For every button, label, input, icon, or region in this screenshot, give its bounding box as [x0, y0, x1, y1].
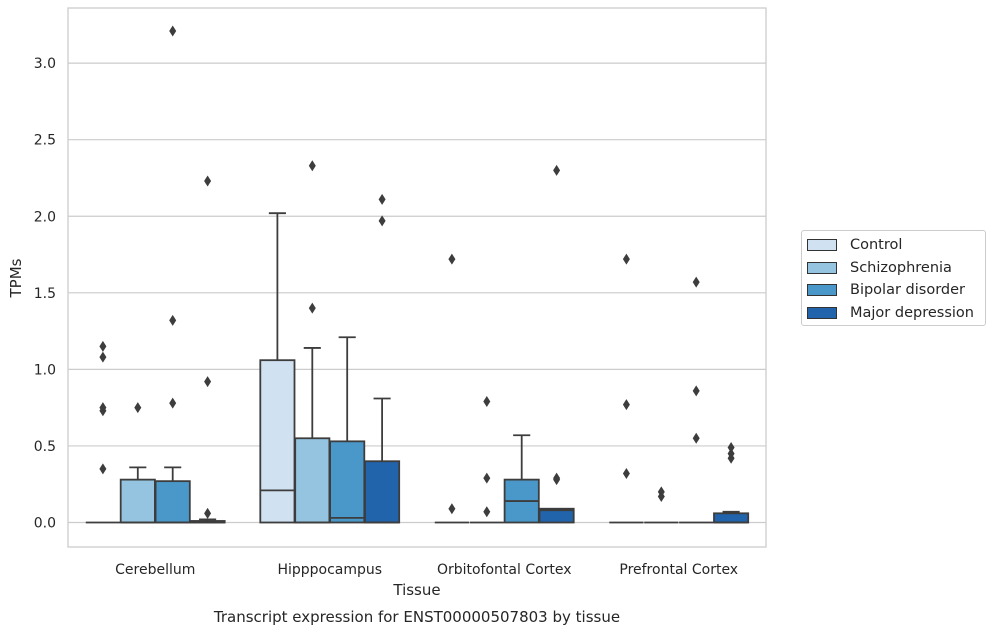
chart-title: Transcript expression for ENST0000050780… [213, 608, 620, 626]
x-tick-label-hipppocampus: Hipppocampus [277, 562, 382, 578]
iqr-box [364, 460, 401, 524]
outlier-point [657, 486, 665, 498]
outlier-point [204, 175, 212, 187]
outlier-point [553, 164, 561, 176]
box-control-prefrontal-cortex [609, 253, 644, 524]
x-tick-label-cerebellum: Cerebellum [115, 562, 195, 578]
outlier-point [692, 276, 700, 288]
y-tick-label-2-0: 2.0 [34, 209, 56, 225]
box-bipolar-disorder-cerebellum [154, 25, 191, 524]
outlier-point [134, 402, 142, 414]
outlier-point [378, 215, 386, 227]
plot-area [67, 7, 767, 548]
iqr-box [294, 437, 331, 524]
box-control-orbitofontal-cortex [434, 253, 470, 524]
box-major-depression-prefrontal-cortex [713, 441, 750, 524]
iqr-box [154, 480, 191, 524]
x-axis-label: Tissue [392, 581, 440, 599]
legend-item-schizophrenia: Schizophrenia [807, 257, 985, 280]
iqr-box [713, 512, 750, 524]
outlier-point [204, 507, 212, 519]
y-axis-label: TPMs [7, 258, 25, 298]
legend-label-schizophrenia: Schizophrenia [850, 259, 952, 276]
box-bipolar-disorder-orbitofontal-cortex [503, 434, 540, 524]
outlier-point [483, 396, 491, 408]
outlier-point [99, 402, 107, 414]
y-tick-label-1-5: 1.5 [34, 286, 56, 302]
outlier-point [448, 503, 456, 515]
legend-swatch-control [807, 239, 837, 252]
box-major-depression-cerebellum [189, 175, 226, 524]
outlier-point [483, 506, 491, 518]
outlier-point [727, 448, 735, 460]
box-control-cerebellum [85, 340, 121, 524]
outlier-point [169, 25, 177, 37]
legend-swatch-schizophrenia [807, 261, 837, 274]
series-major-depression [189, 164, 750, 524]
series-schizophrenia [119, 160, 679, 524]
legend-swatch-bipolar-disorder [807, 284, 837, 297]
y-tick-label-3-0: 3.0 [34, 56, 56, 72]
y-tick-label-2-5: 2.5 [34, 133, 56, 149]
y-tick-label-0-0: 0.0 [34, 516, 56, 532]
box-schizophrenia-prefrontal-cortex [644, 486, 679, 524]
series-bipolar-disorder [154, 25, 714, 524]
outlier-point [622, 253, 630, 265]
outlier-point [622, 468, 630, 479]
legend-label-control: Control [850, 237, 903, 254]
outlier-point [622, 399, 630, 411]
x-tick-label-orbitofontal-cortex: Orbitofontal Cortex [437, 562, 572, 578]
outlier-point [727, 441, 735, 453]
x-tick-label-prefrontal-cortex: Prefrontal Cortex [619, 562, 738, 578]
x-tick-labels: Cerebellum Hipppocampus Orbitofontal Corte… [115, 562, 738, 578]
legend-label-major-depression: Major depression [850, 304, 974, 321]
outlier-point [308, 160, 316, 172]
y-tick-label-1-0: 1.0 [34, 362, 56, 378]
outlier-point [204, 376, 212, 388]
box-bipolar-disorder-hipppocampus [329, 336, 366, 524]
legend-item-control: Control [807, 234, 985, 257]
iqr-box [119, 478, 156, 524]
box-schizophrenia-hipppocampus [294, 160, 331, 524]
outlier-point [99, 340, 107, 352]
box-bipolar-disorder-prefrontal-cortex [679, 276, 714, 524]
iqr-box [329, 440, 366, 524]
outlier-point [378, 193, 386, 205]
outlier-point [308, 302, 316, 314]
box-schizophrenia-cerebellum [119, 402, 156, 524]
box-schizophrenia-orbitofontal-cortex [469, 396, 504, 524]
box-series [85, 25, 750, 524]
y-tick-labels: 0.0 0.5 1.0 1.5 2.0 2.5 3.0 [34, 56, 56, 531]
outlier-point [99, 351, 107, 363]
outlier-point [99, 463, 107, 475]
outlier-point [692, 385, 700, 397]
box-major-depression-hipppocampus [364, 193, 401, 524]
outlier-point [553, 472, 561, 484]
outlier-point [483, 472, 491, 484]
iqr-box [538, 507, 575, 524]
outlier-point [169, 397, 177, 409]
outlier-point [692, 432, 700, 444]
legend: Control Schizophrenia Bipolar disorder M… [801, 230, 986, 326]
box-major-depression-orbitofontal-cortex [538, 164, 575, 524]
iqr-box [259, 359, 296, 524]
legend-item-bipolar-disorder: Bipolar disorder [807, 279, 985, 302]
outlier-point [169, 314, 177, 326]
legend-label-bipolar-disorder: Bipolar disorder [850, 282, 965, 299]
legend-swatch-major-depression [807, 306, 837, 319]
y-tick-label-0-5: 0.5 [34, 439, 56, 455]
legend-item-major-depression: Major depression [807, 302, 985, 325]
outlier-point [448, 253, 456, 265]
